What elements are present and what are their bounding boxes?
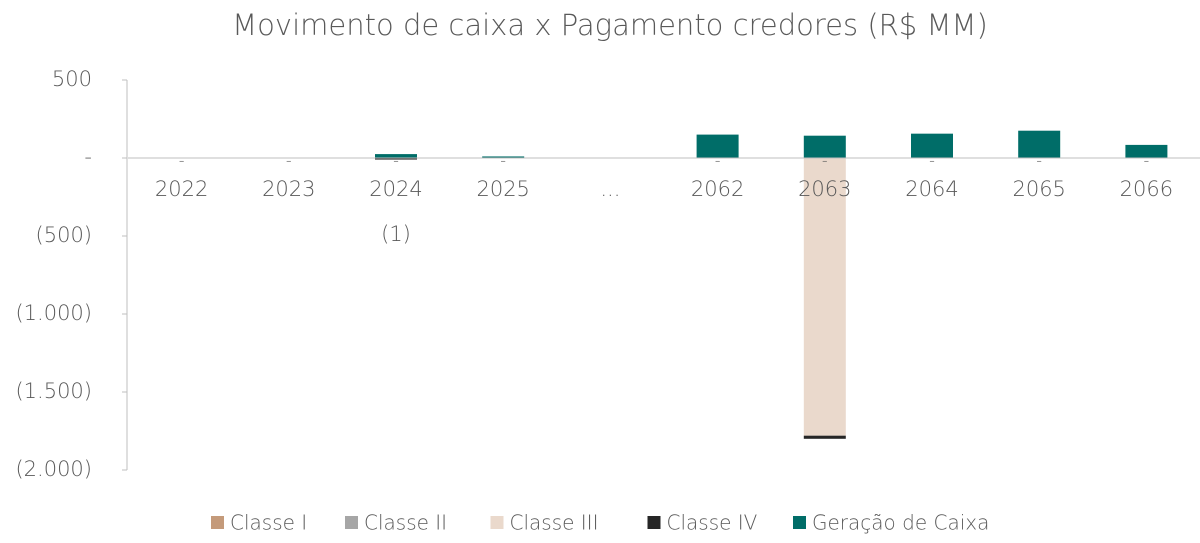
bar-segment: [911, 133, 953, 158]
data-label: -: [715, 151, 721, 170]
x-tick-label: 2064: [905, 177, 958, 201]
y-tick-label: (2.000): [15, 457, 92, 481]
legend-label: Classe III: [510, 511, 599, 535]
y-tick-label: (500): [36, 223, 92, 247]
bar-segment: [482, 156, 525, 158]
x-tick-label: 2066: [1120, 177, 1173, 201]
legend-swatch: [211, 516, 224, 529]
x-tick-label: 2063: [798, 177, 851, 201]
x-tick-label: 2025: [476, 177, 529, 201]
y-tick-label: (1.500): [15, 379, 92, 403]
x-tick-label-line: (1): [381, 222, 411, 246]
legend-label: Classe II: [364, 511, 447, 535]
data-label: -: [179, 151, 185, 170]
legend-swatch: [490, 516, 504, 529]
x-tick-label: 2023: [262, 177, 315, 201]
x-tick-label-line: 2024: [369, 177, 422, 201]
legend-label: Geração de Caixa: [812, 511, 989, 535]
legend-swatch: [647, 516, 661, 529]
x-tick-label: 2065: [1012, 177, 1065, 201]
data-label: -: [1036, 151, 1042, 170]
bar-segment: [803, 435, 846, 439]
x-tick-label: 2062: [691, 177, 744, 201]
bar-segment: [1125, 144, 1168, 158]
data-label: -: [1144, 151, 1150, 170]
x-tick-label: 2022: [155, 177, 208, 201]
x-tick-label: 2024 (1): [369, 177, 422, 246]
chart-title: Movimento de caixa x Pagamento credores …: [232, 8, 988, 42]
y-tick-label: 500: [52, 67, 92, 91]
bar-segment: [375, 158, 417, 160]
data-label: -: [929, 151, 935, 170]
bar-segment: [803, 158, 846, 436]
data-label: -: [393, 151, 399, 170]
legend-label: Classe IV: [667, 511, 758, 535]
legend-swatch: [793, 516, 806, 529]
bar-segment: [375, 154, 417, 158]
bar-segment: [1018, 130, 1061, 158]
legend-label: Classe I: [230, 511, 307, 535]
data-label: -: [286, 151, 292, 170]
data-label: -: [500, 151, 506, 170]
legend-swatch: [345, 516, 358, 529]
bar-segment: [803, 135, 846, 158]
data-label: -: [822, 151, 828, 170]
y-tick-label: (1.000): [15, 301, 92, 325]
bar-segment: [696, 134, 739, 158]
y-tick-label: -: [84, 145, 92, 169]
x-tick-label: ...: [600, 177, 620, 201]
